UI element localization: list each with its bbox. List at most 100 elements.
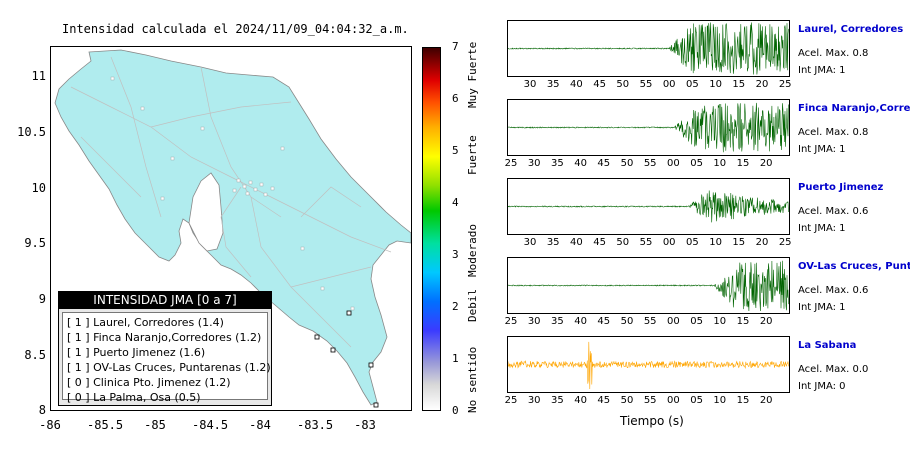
seismic-stations	[314, 310, 379, 408]
waveform-tick-label: 25	[778, 79, 792, 90]
waveform-tick-label: 10	[713, 316, 727, 327]
waveform-tick-label: 55	[643, 316, 657, 327]
map-y-tick-label: 10.5	[17, 125, 46, 139]
waveform-trace	[507, 22, 789, 75]
station-accel: Acel. Max. 0.6	[798, 206, 869, 217]
waveform-tick-label: 35	[551, 158, 564, 169]
colorbar-tick-label: 6	[452, 92, 459, 105]
colorbar-tick-label: 1	[452, 352, 459, 365]
waveform-tick-label: 45	[593, 79, 606, 90]
waveform-tick-label: 40	[574, 316, 587, 327]
station-markers	[110, 76, 355, 311]
waveform-tick-label: 45	[593, 237, 606, 248]
waveform-tick-label: 50	[620, 158, 634, 169]
colorbar-tick-label: 7	[452, 40, 459, 53]
intensity-legend: INTENSIDAD JMA [0 a 7] [ 1 ] Laurel, Cor…	[58, 291, 272, 406]
waveform-panel	[507, 99, 790, 156]
station-name: Laurel, Corredores	[798, 24, 904, 35]
legend-list: [ 1 ] Laurel, Corredores (1.4) [ 1 ] Fin…	[62, 312, 271, 404]
waveform-tick-label: 10	[709, 237, 722, 248]
costa-rica-landmass	[54, 49, 412, 406]
waveform-tick-label: 30	[527, 395, 541, 406]
waveform-panel	[507, 20, 790, 77]
waveform-tick-label: 40	[574, 395, 587, 406]
legend-row: [ 1 ] Puerto Jimenez (1.6)	[67, 346, 206, 359]
waveform-tick-label: 20	[759, 316, 773, 327]
waveform-tick-label: 50	[616, 79, 630, 90]
map-y-tick-label: 9.5	[24, 236, 46, 250]
legend-row: [ 0 ] Clinica Pto. Jimenez (1.2)	[67, 376, 231, 389]
colorbar-tick-label: 2	[452, 300, 459, 313]
station-jma: Int JMA: 1	[798, 144, 846, 155]
waveform-trace	[507, 102, 789, 153]
waveform-tick-label: 00	[667, 316, 680, 327]
station-accel: Acel. Max. 0.8	[798, 48, 869, 59]
colorbar-label-moderado: Moderado	[466, 224, 479, 277]
map-y-tick-label: 11	[31, 69, 46, 83]
waveform-tick-label: 25	[504, 316, 518, 327]
station-name: Finca Naranjo,Corredores	[798, 103, 910, 114]
waveform-tick-label: 05	[686, 79, 699, 90]
waveform-trace	[507, 341, 789, 390]
waveform-tick-label: 20	[759, 158, 773, 169]
waveform-tick-label: 45	[597, 395, 611, 406]
map-x-tick-label: -83.5	[297, 418, 334, 432]
waveform-panel	[507, 336, 790, 393]
waveform-tick-label: 15	[732, 79, 746, 90]
waveform-tick-label: 35	[546, 237, 560, 248]
waveform-tick-label: 30	[527, 316, 541, 327]
colorbar-tick-label: 5	[452, 144, 459, 157]
map-x-tick-label: -83	[354, 418, 376, 432]
legend-row: [ 1 ] Finca Naranjo,Corredores (1.2)	[67, 331, 262, 344]
waveform-tick-label: 30	[523, 79, 537, 90]
waveform-tick-label: 25	[504, 158, 518, 169]
colorbar-label-fuerte: Fuerte	[466, 135, 479, 175]
nicoya-gulf	[188, 172, 224, 252]
waveform-tick-label: 45	[597, 158, 611, 169]
map-y-tick-label: 8.5	[24, 348, 46, 362]
waveform-tick-label: 10	[713, 158, 727, 169]
map-x-tick-label: -84	[249, 418, 271, 432]
waveform-tick-label: 15	[736, 395, 750, 406]
colorbar-tick-label: 0	[452, 404, 459, 417]
station-jma: Int JMA: 1	[798, 65, 846, 76]
waveform-tick-label: 20	[755, 79, 769, 90]
waveform-tick-label: 55	[643, 158, 657, 169]
waveform-tick-label: 00	[667, 395, 680, 406]
station-jma: Int JMA: 0	[798, 381, 846, 392]
map-y-tick-label: 9	[38, 292, 46, 306]
map-y-tick-label: 8	[38, 403, 46, 417]
waveform-tick-label: 05	[690, 158, 703, 169]
station-name: Puerto Jimenez	[798, 182, 884, 193]
colorbar-tick-label: 4	[452, 196, 459, 209]
waveform-tick-label: 10	[713, 395, 727, 406]
legend-title: INTENSIDAD JMA [0 a 7]	[59, 292, 271, 309]
waveform-tick-label: 30	[523, 237, 537, 248]
waveform-tick-label: 10	[709, 79, 722, 90]
waveform-tick-label: 15	[732, 237, 746, 248]
waveform-tick-label: 20	[759, 395, 773, 406]
waveform-panel	[507, 178, 790, 235]
waveform-tick-label: 50	[616, 237, 630, 248]
station-accel: Acel. Max. 0.0	[798, 364, 869, 375]
waveform-tick-label: 50	[620, 316, 634, 327]
intensity-colorbar	[422, 47, 441, 411]
waveform-tick-label: 40	[574, 158, 587, 169]
colorbar-tick-label: 3	[452, 248, 459, 261]
waveform-tick-label: 30	[527, 158, 541, 169]
waveform-tick-label: 00	[662, 79, 676, 90]
station-name: La Sabana	[798, 340, 857, 351]
waveform-tick-label: 05	[690, 316, 703, 327]
costa-rica-map	[54, 49, 412, 408]
station-name: OV-Las Cruces, Puntarenas	[798, 261, 910, 272]
map-x-tick-label: -85.5	[87, 418, 124, 432]
colorbar-label-debil: Debil	[466, 288, 479, 322]
station-jma: Int JMA: 1	[798, 302, 846, 313]
colorbar-label-no-sentido: No sentido	[466, 346, 479, 413]
waveform-panel	[507, 257, 790, 314]
map-x-tick-label: -84.5	[192, 418, 229, 432]
waveform-tick-label: 45	[597, 316, 611, 327]
station-accel: Acel. Max. 0.8	[798, 127, 869, 138]
waveform-tick-label: 15	[736, 316, 750, 327]
map-y-tick-label: 10	[31, 181, 46, 195]
